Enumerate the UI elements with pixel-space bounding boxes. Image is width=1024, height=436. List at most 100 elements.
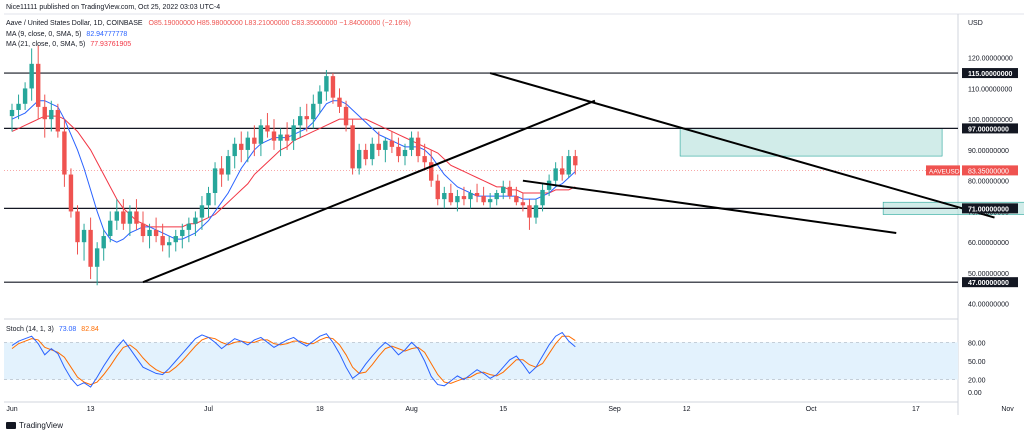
candle-body xyxy=(258,125,264,144)
price-tick-label: 60.00000000 xyxy=(968,240,1009,247)
trendlines[interactable] xyxy=(142,72,995,284)
time-tick-label: Aug xyxy=(405,406,418,413)
time-tick-label: 15 xyxy=(499,406,507,413)
symbol-tag-bg xyxy=(926,165,960,176)
candle-body xyxy=(422,156,427,163)
candle-body xyxy=(180,229,185,237)
candle-body xyxy=(22,88,28,104)
candle-body xyxy=(127,211,133,224)
candle-body xyxy=(81,229,87,243)
candle-body xyxy=(429,162,434,181)
candle-body xyxy=(298,116,303,126)
candle-body xyxy=(396,146,401,157)
time-tick-label: Sep xyxy=(608,406,621,413)
candle-body xyxy=(134,211,139,224)
candle-body xyxy=(29,63,34,89)
level-tag-label: 97.00000000 xyxy=(968,126,1009,133)
candle-body xyxy=(186,223,192,230)
candle-body xyxy=(409,137,414,150)
candle-body xyxy=(402,149,408,157)
stoch-tick-label: 50.00 xyxy=(968,359,986,366)
level-tag-label: 115.00000000 xyxy=(968,71,1012,78)
ma21-legend[interactable]: MA (21, close, 0, SMA, 5) 77.93761905 xyxy=(6,41,131,48)
ma9-legend[interactable]: MA (9, close, 0, SMA, 5) 82.94777778 xyxy=(6,31,127,38)
candle-body xyxy=(108,220,113,237)
candle-body xyxy=(199,205,205,218)
price-tick-label: 50.00000000 xyxy=(968,271,1009,278)
candle-body xyxy=(36,63,41,107)
trendline xyxy=(522,179,897,234)
candle-body xyxy=(88,229,93,267)
candle-body xyxy=(62,131,67,175)
candle-body xyxy=(284,134,290,141)
time-tick-label: 13 xyxy=(87,406,95,413)
candle-body xyxy=(350,125,355,169)
candle-body xyxy=(265,125,270,132)
candle-body xyxy=(42,106,47,120)
time-axis[interactable]: Jun13Jul18Aug15Sep12Oct17Nov14Dec12 xyxy=(6,406,1024,413)
price-tag-label: 83.35000000 xyxy=(968,168,1009,175)
candle-body xyxy=(193,217,198,224)
candle-body xyxy=(448,192,454,203)
candle-body xyxy=(363,149,368,160)
candle-body xyxy=(212,168,218,193)
candle-body xyxy=(49,109,54,120)
candle-body xyxy=(94,248,100,267)
candle-body xyxy=(501,186,506,193)
candle-body xyxy=(330,76,336,98)
candle-body xyxy=(225,156,231,175)
candle-body xyxy=(566,156,571,175)
zone-rect xyxy=(679,128,943,157)
stoch-tick-label: 20.00 xyxy=(968,378,986,385)
candle-body xyxy=(573,156,578,166)
candle-body xyxy=(16,103,21,110)
candle-body xyxy=(252,137,257,144)
level-tag-bg xyxy=(962,277,1018,288)
price-tick-label: 110.00000000 xyxy=(968,86,1012,93)
price-axis[interactable]: 40.0000000050.0000000060.0000000070.0000… xyxy=(968,56,1013,397)
candle-body xyxy=(356,149,362,169)
candle-body xyxy=(153,229,159,237)
candle-body xyxy=(101,236,106,249)
candle-body xyxy=(468,192,473,200)
ohlc-values: O85.19000000 H85.98000000 L83.21000000 C… xyxy=(148,20,411,27)
candle-body xyxy=(291,125,296,141)
symbol-tag-label: AAVEUSD xyxy=(929,168,960,175)
candle-body xyxy=(232,143,237,157)
price-tag-bg xyxy=(962,165,1018,176)
symbol-name: Aave / United States Dollar, 1D, COINBAS… xyxy=(6,20,143,27)
candle-body xyxy=(245,137,250,150)
currency-label: USD xyxy=(968,20,983,27)
stoch-d-value: 82.84 xyxy=(81,326,99,333)
published-caption: Nice11111 published on TradingView.com, … xyxy=(6,4,221,11)
candle-body xyxy=(278,134,283,141)
candle-body xyxy=(376,143,381,150)
candle-body xyxy=(383,140,388,150)
stoch-k-line xyxy=(11,331,576,388)
horizontal-levels[interactable] xyxy=(4,72,958,283)
price-tick-label: 100.00000000 xyxy=(968,117,1013,124)
candle-body xyxy=(507,186,512,197)
tradingview-brand: TradingView xyxy=(19,421,64,430)
ma21-label: MA (21, close, 0, SMA, 5) xyxy=(6,41,86,48)
candle-body xyxy=(324,76,329,92)
price-tick-label: 40.00000000 xyxy=(968,302,1009,309)
candle-body xyxy=(121,211,126,224)
ma21-value: 77.93761905 xyxy=(90,41,132,48)
time-tick-label: 17 xyxy=(912,406,920,413)
candle-body xyxy=(474,192,480,197)
candle-body xyxy=(435,180,440,200)
candle-body xyxy=(553,168,558,181)
trendline xyxy=(142,99,596,284)
time-tick-label: 18 xyxy=(316,406,324,413)
candle-body xyxy=(68,174,74,212)
stoch-legend[interactable]: Stoch (14, 1, 3) 73.08 82.84 xyxy=(6,326,99,333)
candle-body xyxy=(160,236,165,246)
candle-body xyxy=(442,192,447,200)
candle-body xyxy=(540,189,545,206)
candle-body xyxy=(219,168,224,175)
level-tag-bg xyxy=(962,203,1018,214)
candle-body xyxy=(520,202,526,206)
tradingview-logo[interactable]: TradingView xyxy=(6,421,63,430)
